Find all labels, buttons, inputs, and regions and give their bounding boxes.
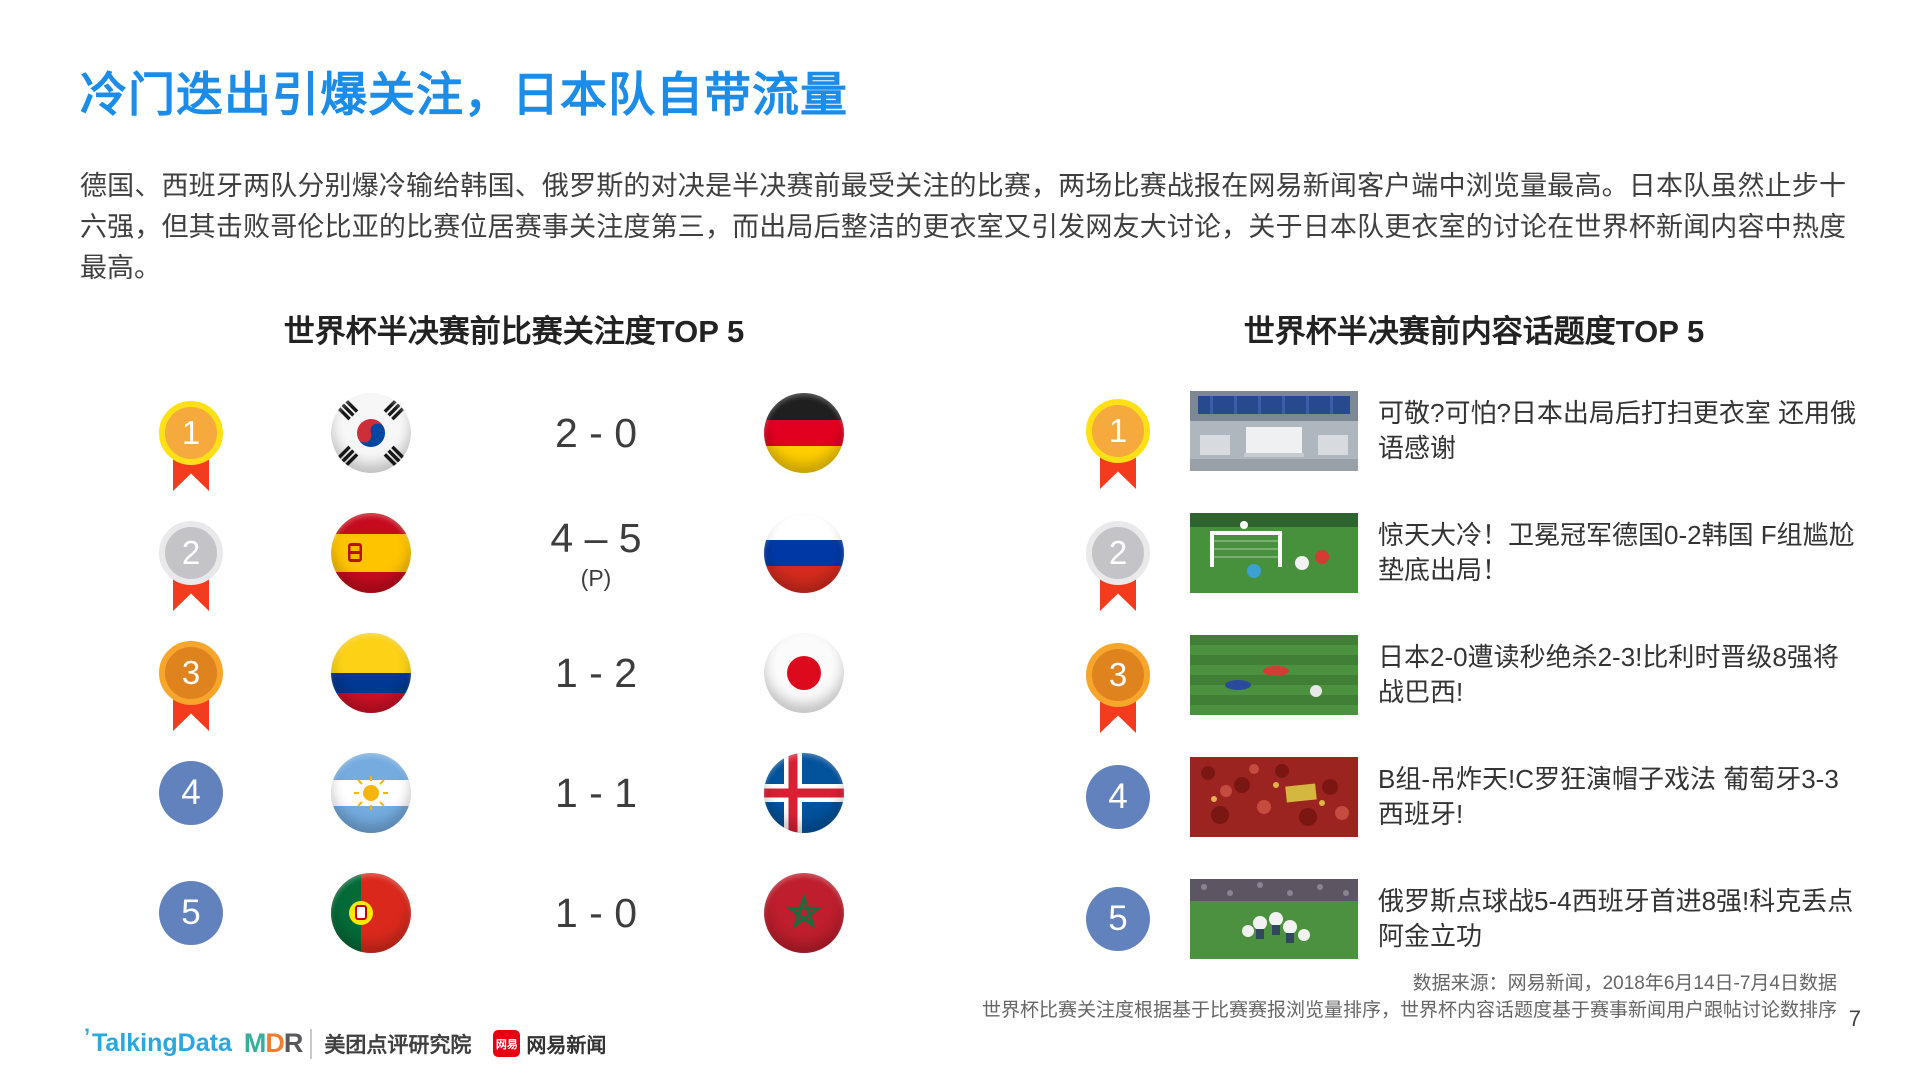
mdr-letter-m: M [243, 1028, 266, 1058]
medal-rank-3: 3 [159, 641, 223, 731]
mdr-letter-d: D [265, 1028, 284, 1058]
news-thumb-locker-room [1190, 391, 1358, 471]
colombia-flag-icon [331, 633, 411, 713]
news-row-5: 5 俄罗斯点球战5-4西班牙首进8强!科克丢点阿金立功 [1086, 873, 1862, 965]
match-score: 1 - 2 [555, 650, 637, 697]
medal-rank-1: 1 [159, 401, 223, 491]
mdr-letter-r: R [283, 1028, 303, 1058]
match-row-3: 3 1 - 2 [126, 625, 902, 731]
match-score: 4 – 5 (P) [550, 515, 641, 592]
japan-flag-icon [764, 633, 844, 713]
medal-rank-2: 2 [1086, 521, 1150, 611]
match-score: 1 - 0 [555, 890, 637, 937]
news-headline: 惊天大冷！卫冕冠军德国0-2韩国 F组尴尬垫底出局！ [1378, 520, 1855, 585]
netease-news-label: 网易新闻 [526, 1035, 607, 1057]
news-headline: 日本2-0遭读秒绝杀2-3!比利时晋级8强将战巴西! [1378, 642, 1839, 707]
rank-number: 1 [181, 414, 201, 451]
news-row-4: 4 B组-吊炸天!C罗狂演帽子戏法 葡萄牙3-3西班牙! [1086, 751, 1862, 843]
news-headline: B组-吊炸天!C罗狂演帽子戏法 葡萄牙3-3西班牙! [1378, 764, 1839, 829]
left-panel-title: 世界杯半决赛前比赛关注度TOP 5 [283, 314, 745, 349]
source-line-2: 世界杯比赛关注度根据基于比赛赛报浏览量排序，世界杯内容话题度基于赛事新闻用户跟帖… [981, 1000, 1837, 1021]
match-row-1: 1 [126, 385, 902, 491]
match-score: 1 - 1 [555, 770, 637, 817]
news-headline: 俄罗斯点球战5-4西班牙首进8强!科克丢点阿金立功 [1378, 886, 1854, 951]
content-topic-panel: 世界杯半决赛前内容话题度TOP 5 1 [1086, 306, 1862, 965]
news-thumb-russia-spain [1190, 879, 1358, 959]
news-thumb-portugal-fans [1190, 757, 1358, 837]
rank-number: 5 [1108, 899, 1128, 938]
rank-number: 5 [181, 893, 201, 932]
portugal-flag-icon [331, 873, 411, 953]
footer-logos: TalkingData MDR 美团点评研究院 网易 网易新闻 [84, 1024, 606, 1059]
meituan-research-label: 美团点评研究院 [310, 1028, 471, 1059]
medal-rank-5: 5 [1086, 887, 1150, 951]
penalty-note: (P) [580, 564, 612, 591]
south-korea-flag-icon [331, 393, 411, 473]
argentina-flag-icon [331, 753, 411, 833]
spain-flag-icon [331, 513, 411, 593]
data-source-note: 数据来源：网易新闻，2018年6月14日-7月4日数据 世界杯比赛关注度根据基于… [982, 970, 1837, 1024]
rank-number: 4 [1108, 777, 1128, 816]
news-row-1: 1 可敬?可怕?日本出局后打扫更衣室 还用俄语感谢 [1086, 385, 1862, 489]
medal-rank-4: 4 [1086, 765, 1150, 829]
medal-rank-2: 2 [159, 521, 223, 611]
rank-number: 4 [181, 773, 201, 812]
germany-flag-icon [764, 393, 844, 473]
score-text: 1 - 0 [554, 889, 638, 936]
talkingdata-logo: TalkingData [84, 1024, 232, 1058]
rank-number: 2 [181, 534, 201, 571]
medal-rank-3: 3 [1086, 643, 1150, 733]
match-row-4: 4 1 - 1 [126, 745, 902, 841]
news-headline: 可敬?可怕?日本出局后打扫更衣室 还用俄语感谢 [1378, 398, 1857, 463]
morocco-flag-icon [764, 873, 844, 953]
medal-rank-4: 4 [159, 761, 223, 825]
rank-number: 2 [1108, 534, 1128, 571]
news-row-3: 3 日本2-0遭读秒绝杀2-3!比利时晋级8强将战巴西! [1086, 629, 1862, 733]
iceland-flag-icon [764, 753, 844, 833]
page-number: 7 [1848, 1006, 1861, 1031]
score-text: 1 - 1 [554, 769, 638, 816]
match-score: 2 - 0 [555, 410, 637, 457]
match-row-2: 2 4 – 5 (P) [126, 505, 902, 611]
news-thumb-japan-belgium [1190, 635, 1358, 715]
match-attention-panel: 世界杯半决赛前比赛关注度TOP 5 1 [126, 306, 902, 961]
news-thumb-germany-korea [1190, 513, 1358, 593]
netease-badge-icon: 网易 [493, 1030, 521, 1057]
match-row-5: 5 1 - 0 [126, 865, 902, 961]
source-line-1: 数据来源：网易新闻，2018年6月14日-7月4日数据 [1412, 973, 1837, 994]
page-title: 冷门迭出引爆关注，日本队自带流量 [80, 68, 848, 121]
news-row-2: 2 惊天大冷！卫冕冠军德国0-2韩国 F组尴尬垫底出局！ [1086, 507, 1862, 611]
medal-rank-5: 5 [159, 881, 223, 945]
score-text: 2 - 0 [554, 409, 638, 456]
score-text: 4 – 5 [550, 514, 642, 561]
russia-flag-icon [764, 513, 844, 593]
rank-number: 3 [1108, 656, 1128, 693]
medal-rank-1: 1 [1086, 399, 1150, 489]
netease-news-logo: 网易 网易新闻 [493, 1029, 606, 1058]
rank-number: 1 [1108, 412, 1128, 449]
rank-number: 3 [181, 654, 201, 691]
score-text: 1 - 2 [554, 649, 638, 696]
intro-paragraph: 德国、西班牙两队分别爆冷输给韩国、俄罗斯的对决是半决赛前最受关注的比赛，两场比赛… [80, 171, 1846, 283]
right-panel-title: 世界杯半决赛前内容话题度TOP 5 [1243, 314, 1705, 349]
